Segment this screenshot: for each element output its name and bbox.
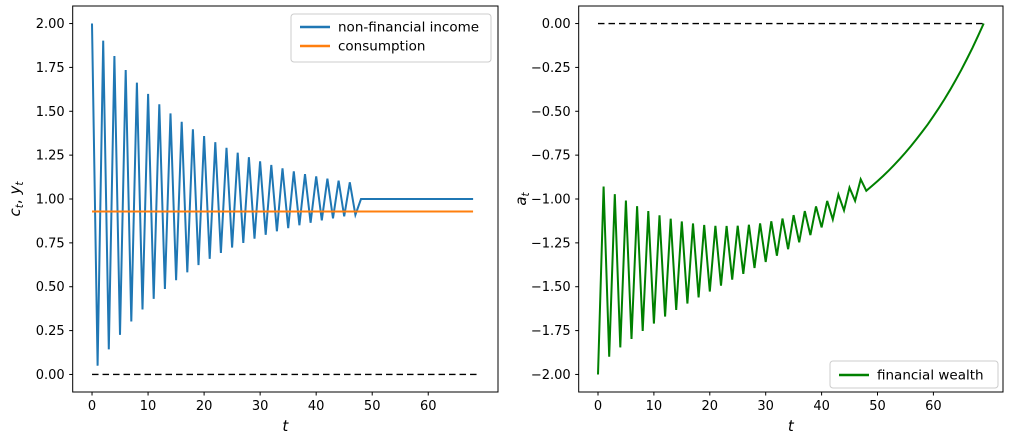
y-tick-label: 0.25 — [36, 324, 65, 339]
x-tick-label: 60 — [925, 399, 942, 414]
legend: non-financial income consumption — [290, 13, 492, 63]
financial-wealth-line — [597, 23, 985, 375]
x-tick-label: 0 — [88, 399, 96, 414]
x-tick-label: 0 — [594, 399, 602, 414]
y-tick-label: 1.25 — [36, 149, 65, 164]
x-tick-label: 60 — [420, 399, 437, 414]
x-tick-label: 10 — [140, 399, 157, 414]
legend-label-consumption: consumption — [338, 39, 425, 55]
legend-label-financial-wealth: financial wealth — [877, 368, 984, 384]
x-axis-label: t — [282, 417, 289, 435]
legend: financial wealth — [829, 360, 999, 389]
x-tick-label: 50 — [869, 399, 886, 414]
non-financial-income-line — [91, 23, 474, 366]
y-tick-label: −0.25 — [531, 61, 571, 76]
y-axis-label: at​ — [512, 191, 532, 205]
legend-box — [829, 360, 999, 389]
legend-label-non-financial-income: non-financial income — [338, 20, 479, 36]
x-tick-label: 40 — [308, 399, 325, 414]
y-tick-label: 0.50 — [36, 280, 65, 295]
x-tick-label: 20 — [196, 399, 213, 414]
y-tick-label: −1.75 — [531, 324, 571, 339]
y-tick-label: 0.75 — [36, 236, 65, 251]
x-axis-label: t — [788, 417, 795, 435]
y-tick-label: 1.50 — [36, 105, 65, 120]
x-tick-label: 10 — [646, 399, 663, 414]
x-tick-label: 20 — [702, 399, 719, 414]
x-tick-label: 30 — [252, 399, 269, 414]
y-tick-label: −2.00 — [531, 368, 571, 383]
y-tick-label: −1.50 — [531, 280, 571, 295]
y-tick-label: −0.75 — [531, 149, 571, 164]
y-tick-label: 2.00 — [36, 17, 65, 32]
y-tick-label: 1.00 — [36, 193, 65, 208]
left-plot: 0 10 20 30 40 50 60 0.00 0.25 0.50 0.75 1.00 1.25 1.5… — [6, 5, 499, 435]
x-tick-label: 30 — [757, 399, 774, 414]
y-tick-label: 1.75 — [36, 61, 65, 76]
legend-box — [290, 13, 492, 63]
y-tick-label: −1.00 — [531, 193, 571, 208]
y-tick-label: −1.25 — [531, 236, 571, 251]
y-tick-label: 0.00 — [542, 17, 571, 32]
x-tick-label: 50 — [364, 399, 381, 414]
right-plot: 0 10 20 30 40 50 60 0.00 −0.25 −0.50 −0.75 −1.00 −1.… — [512, 5, 1004, 435]
y-tick-label: −0.50 — [531, 105, 571, 120]
x-tick-label: 40 — [813, 399, 830, 414]
y-tick-label: 0.00 — [36, 368, 65, 383]
y-axis-label: ct​, yt​ — [6, 181, 26, 217]
